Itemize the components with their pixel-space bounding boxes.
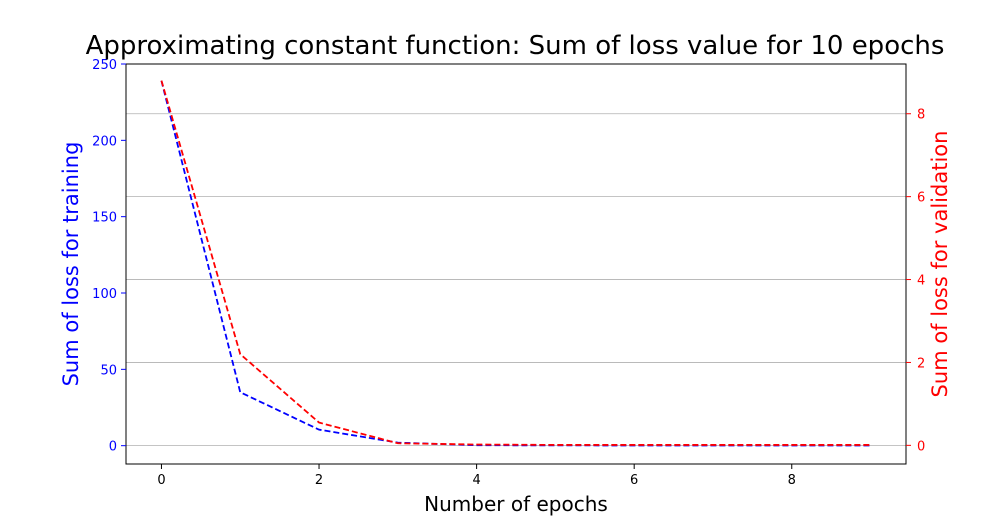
plot-series [160,80,871,447]
x-axis-label: Number of epochs [424,492,608,516]
y-right-tick-label: 0 [917,439,925,454]
x-axis: 0 2 4 6 8 [157,464,796,488]
x-tick-label: 6 [630,473,638,488]
y-axis-left: 0 50 100 150 200 250 [92,58,126,455]
chart-title: Approximating constant function: Sum of … [86,31,945,61]
x-tick-label: 2 [315,473,323,488]
x-tick-label: 8 [788,473,796,488]
x-tick-label: 4 [472,473,480,488]
y-left-tick-label: 200 [92,134,117,149]
x-tick-label: 0 [157,473,165,488]
y-left-tick-label: 150 [92,211,117,226]
training-loss-line [160,80,871,447]
y-left-tick-label: 250 [92,58,117,73]
grid-lines [126,113,906,446]
y-right-tick-label: 2 [917,356,925,371]
y-right-tick-label: 4 [917,274,925,289]
y-left-tick-label: 50 [100,363,117,378]
plot-area-frame [125,63,907,465]
y-axis-right: 0 2 4 6 8 [906,108,925,454]
y-right-tick-label: 6 [917,191,925,206]
y-left-tick-label: 100 [92,287,117,302]
y-axis-right-label: Sum of loss for validation [928,131,952,398]
y-axis-left-label: Sum of loss for training [59,142,83,387]
y-right-tick-label: 8 [917,108,925,123]
y-left-tick-label: 0 [109,440,117,455]
validation-loss-line [160,80,871,446]
